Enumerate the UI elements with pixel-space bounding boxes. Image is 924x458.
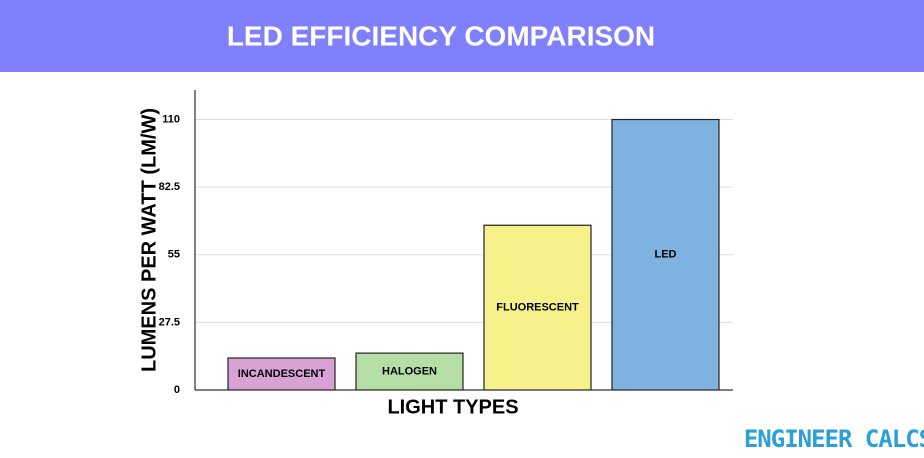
x-axis-label: LIGHT TYPES: [387, 396, 518, 418]
bar-category-label: HALOGEN: [382, 365, 437, 377]
y-tick-label: 27.5: [159, 316, 180, 328]
y-tick-label: 0: [174, 384, 180, 396]
title-banner: [0, 0, 924, 72]
bar-category-label: FLUORESCENT: [496, 302, 579, 314]
chart-title: LED EFFICIENCY COMPARISON: [227, 20, 655, 51]
bar: [355, 352, 464, 391]
bar-category-label: LED: [655, 249, 677, 261]
y-tick-label: 110: [162, 113, 180, 125]
bar: [483, 224, 592, 391]
watermark: ENGINEER CALCS: [744, 425, 924, 453]
bar-category-label: INCANDESCENT: [238, 368, 326, 380]
y-tick-label: 82.5: [159, 181, 180, 193]
bar: [227, 357, 336, 391]
y-tick-label: 55: [168, 249, 180, 261]
bar: [611, 118, 720, 391]
y-axis-label: LUMENS PER WATT (LM/W): [138, 108, 160, 372]
